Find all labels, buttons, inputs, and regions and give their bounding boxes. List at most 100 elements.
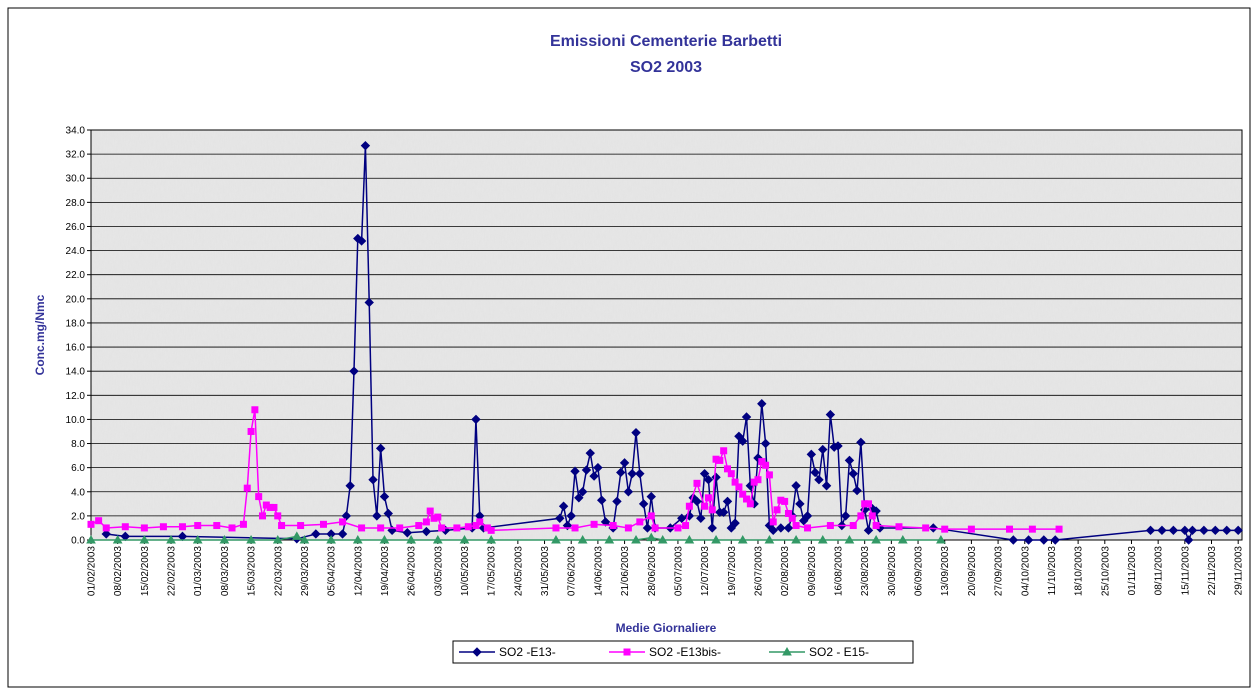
marker bbox=[1055, 525, 1063, 533]
marker bbox=[674, 524, 682, 532]
x-tick-label: 24/05/2003 bbox=[513, 546, 524, 596]
y-tick-label: 20.0 bbox=[66, 294, 86, 305]
marker bbox=[792, 522, 800, 530]
y-tick-label: 4.0 bbox=[71, 487, 85, 498]
marker bbox=[291, 531, 302, 540]
chart-subtitle: SO2 2003 bbox=[630, 59, 702, 76]
marker bbox=[765, 471, 773, 479]
marker bbox=[1006, 525, 1014, 533]
marker bbox=[857, 512, 865, 520]
marker bbox=[551, 534, 561, 544]
marker bbox=[844, 534, 855, 544]
marker bbox=[833, 441, 843, 451]
marker bbox=[897, 534, 908, 544]
marker bbox=[631, 534, 641, 544]
y-tick-label: 18.0 bbox=[66, 318, 86, 329]
x-axis-label: Medie Giornaliere bbox=[616, 621, 717, 635]
series bbox=[87, 406, 1063, 534]
marker bbox=[1028, 525, 1036, 533]
marker bbox=[112, 534, 123, 544]
x-tick-label: 25/10/2003 bbox=[1100, 546, 1111, 596]
marker bbox=[604, 534, 615, 544]
x-tick-label: 29/11/2003 bbox=[1234, 546, 1245, 596]
series bbox=[86, 531, 946, 544]
marker bbox=[121, 523, 129, 531]
marker bbox=[486, 534, 497, 544]
marker bbox=[791, 534, 801, 544]
marker bbox=[574, 493, 584, 503]
marker bbox=[703, 474, 714, 485]
marker bbox=[270, 503, 278, 511]
marker bbox=[864, 500, 872, 508]
marker bbox=[863, 525, 874, 536]
marker bbox=[631, 427, 641, 438]
marker bbox=[758, 458, 766, 466]
marker bbox=[773, 506, 781, 514]
marker bbox=[895, 523, 903, 531]
marker bbox=[255, 493, 263, 501]
marker bbox=[87, 520, 95, 528]
x-tick-label: 08/03/2003 bbox=[220, 546, 231, 596]
y-tick-label: 16.0 bbox=[66, 343, 86, 354]
y-axis-label: Conc.mg/Nmc bbox=[33, 294, 47, 375]
marker bbox=[802, 511, 813, 521]
x-tick-label: 26/04/2003 bbox=[407, 546, 418, 596]
marker bbox=[274, 512, 282, 520]
x-tick-label: 27/09/2003 bbox=[994, 546, 1005, 596]
x-tick-label: 20/09/2003 bbox=[967, 546, 978, 596]
marker bbox=[379, 534, 390, 544]
marker bbox=[476, 518, 484, 526]
marker bbox=[642, 523, 653, 533]
marker bbox=[1210, 525, 1221, 536]
legend-box bbox=[452, 640, 914, 664]
marker bbox=[716, 456, 724, 464]
marker bbox=[844, 455, 855, 466]
x-tick-label: 19/04/2003 bbox=[380, 546, 391, 596]
legend-label: SO2 -E13- bbox=[499, 645, 556, 659]
marker bbox=[623, 648, 631, 656]
marker bbox=[707, 523, 717, 533]
x-tick-label: 29/03/2003 bbox=[300, 546, 311, 596]
x-tick-label: 23/08/2003 bbox=[860, 546, 871, 596]
x-tick-label: 14/06/2003 bbox=[593, 546, 604, 596]
marker bbox=[696, 513, 706, 524]
marker bbox=[810, 467, 820, 478]
marker bbox=[337, 529, 348, 539]
marker bbox=[372, 511, 382, 521]
y-tick-label: 22.0 bbox=[66, 270, 86, 281]
y-tick-label: 30.0 bbox=[66, 174, 86, 185]
marker bbox=[426, 507, 434, 515]
marker bbox=[570, 466, 580, 476]
x-tick-label: 06/09/2003 bbox=[914, 546, 925, 596]
marker bbox=[459, 534, 470, 544]
marker bbox=[102, 524, 110, 532]
marker bbox=[782, 646, 792, 656]
marker bbox=[213, 522, 221, 530]
marker bbox=[464, 523, 472, 531]
marker bbox=[730, 518, 740, 528]
marker bbox=[739, 490, 747, 498]
x-tick-label: 05/04/2003 bbox=[327, 546, 338, 596]
x-tick-label: 28/06/2003 bbox=[647, 546, 658, 596]
marker bbox=[720, 447, 728, 455]
marker bbox=[311, 529, 321, 539]
y-tick-label: 8.0 bbox=[71, 439, 85, 450]
x-tick-label: 31/05/2003 bbox=[540, 546, 551, 596]
x-tick-label: 02/08/2003 bbox=[780, 546, 791, 596]
marker bbox=[708, 506, 716, 514]
marker bbox=[727, 470, 735, 478]
marker bbox=[619, 458, 630, 468]
marker bbox=[487, 526, 495, 534]
x-tick-label: 21/06/2003 bbox=[620, 546, 631, 596]
marker bbox=[434, 513, 442, 521]
x-tick-label: 19/07/2003 bbox=[727, 546, 738, 596]
marker bbox=[472, 647, 482, 657]
marker bbox=[768, 525, 778, 536]
marker bbox=[764, 534, 775, 544]
marker bbox=[638, 499, 649, 509]
y-tick-label: 6.0 bbox=[71, 463, 85, 474]
marker bbox=[723, 465, 731, 473]
y-tick-label: 12.0 bbox=[66, 391, 86, 402]
marker bbox=[849, 522, 857, 530]
